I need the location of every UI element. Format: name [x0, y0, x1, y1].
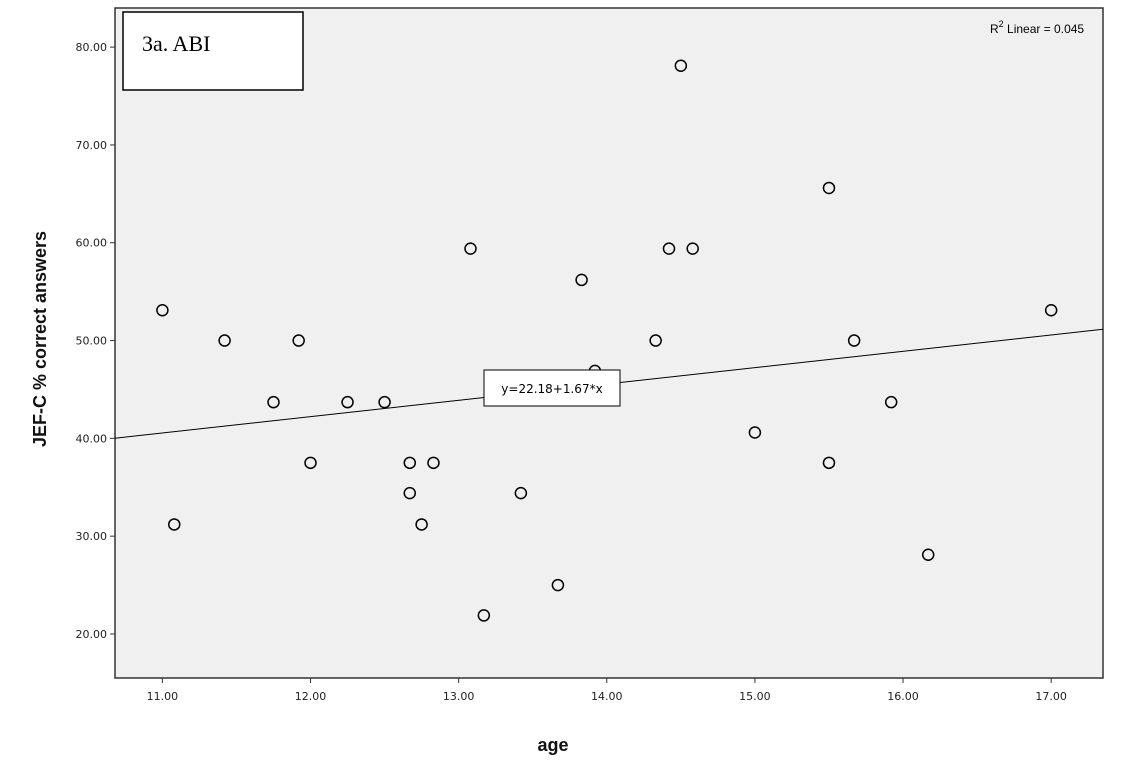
- data-point: [218, 334, 231, 347]
- data-point: [403, 456, 417, 470]
- y-tick-label: 60.00: [76, 237, 108, 250]
- y-tick-label: 30.00: [76, 530, 108, 543]
- y-tick-label: 80.00: [76, 41, 108, 54]
- y-tick-label: 20.00: [76, 628, 108, 641]
- r2-value: Linear = 0.045: [1004, 22, 1085, 36]
- data-point: [686, 242, 699, 255]
- data-point: [464, 242, 477, 255]
- equation-box: [483, 369, 621, 407]
- data-point: [575, 273, 588, 287]
- data-point: [427, 456, 440, 470]
- data-point: [477, 609, 491, 622]
- data-point: [378, 395, 391, 409]
- y-tick-label: 70.00: [76, 139, 108, 152]
- x-tick-label: 17.00: [1035, 690, 1067, 703]
- data-point: [514, 486, 528, 500]
- data-point: [168, 518, 181, 531]
- y-axis-title: JEF-C % correct answers: [30, 231, 50, 447]
- r2-annotation: R2 Linear = 0.045: [990, 19, 1084, 36]
- plot-area: [114, 7, 1104, 679]
- data-point: [662, 242, 676, 255]
- equation-label-group: y=22.18+1.67*x: [483, 369, 621, 407]
- x-tick-label: 15.00: [739, 690, 771, 703]
- data-point: [304, 456, 317, 470]
- y-tick-label: 50.00: [76, 335, 108, 348]
- data-point: [822, 456, 836, 470]
- data-point: [341, 395, 354, 409]
- y-axis-ticks: 20.00 30.00 40.00 50.00 60.00 70.00 80.00: [76, 41, 115, 641]
- panel-label-box: [122, 11, 304, 91]
- x-axis-title: age: [537, 735, 568, 755]
- data-point: [674, 59, 688, 72]
- data-point: [1044, 303, 1058, 317]
- y-tick-label: 40.00: [76, 432, 108, 445]
- plot-frame: [114, 7, 1104, 679]
- data-point: [748, 426, 762, 439]
- x-tick-label: 11.00: [147, 690, 179, 703]
- data-point: [822, 181, 836, 195]
- equation-label: y=22.18+1.67*x: [501, 382, 602, 396]
- data-points: [156, 59, 1058, 622]
- r2-superscript: 2: [999, 19, 1004, 29]
- x-tick-label: 12.00: [295, 690, 327, 703]
- data-point: [847, 334, 861, 347]
- data-point: [156, 303, 169, 317]
- chart-title: 3a. ABI: [142, 31, 210, 56]
- data-point: [921, 548, 935, 562]
- x-tick-label: 13.00: [443, 690, 475, 703]
- x-tick-label: 14.00: [591, 690, 623, 703]
- data-point: [267, 395, 280, 409]
- r2-prefix: R: [990, 22, 999, 36]
- x-tick-label: 16.00: [887, 690, 919, 703]
- data-point: [403, 486, 417, 500]
- x-axis-ticks: 11.00 12.00 13.00 14.00 15.00 16.00 17.00: [147, 678, 1067, 703]
- data-point: [649, 334, 662, 347]
- data-point: [415, 518, 428, 531]
- data-point: [292, 334, 305, 347]
- data-point: [551, 578, 565, 592]
- data-point: [884, 395, 898, 409]
